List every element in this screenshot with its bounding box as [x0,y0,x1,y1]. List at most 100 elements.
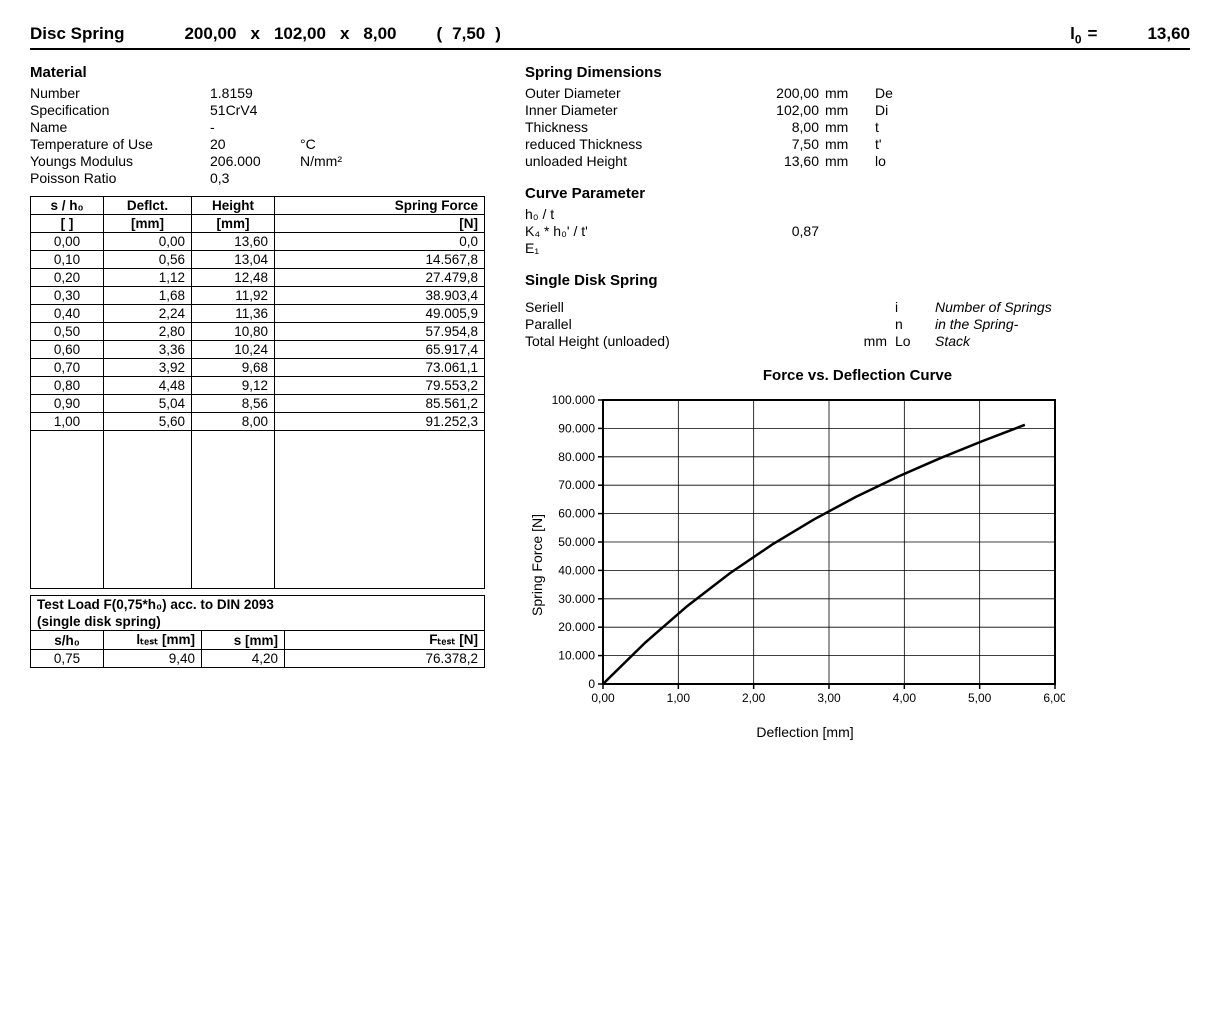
svg-text:4,00: 4,00 [893,691,917,705]
dim-key: Inner Diameter [525,102,715,118]
dim-value: 13,60 [715,153,825,169]
svg-text:100.000: 100.000 [552,393,596,407]
svg-text:50.000: 50.000 [558,535,595,549]
svg-text:5,00: 5,00 [968,691,992,705]
table-row: 0,201,1212,4827.479,8 [31,269,485,287]
table-col-unit: [mm] [192,215,275,233]
test-cell: 76.378,2 [285,650,485,668]
curve-param-value [715,206,825,222]
curve-param-key: K₄ * h₀' / t' [525,223,715,239]
table-col-header: s / h₀ [31,197,104,215]
header-dim3: 8,00 [363,24,396,44]
stack-unit [845,299,895,315]
table-row: 0,905,048,5685.561,2 [31,395,485,413]
material-unit: °C [300,136,370,152]
test-col-header: s [mm] [202,631,285,650]
svg-text:80.000: 80.000 [558,450,595,464]
stack-note: Stack [935,333,1190,349]
table-row: 0,502,8010,8057.954,8 [31,323,485,341]
stack-key: Total Height (unloaded) [525,333,745,349]
table-row: 0,000,0013,600,0 [31,233,485,251]
stack-note: Number of Springs [935,299,1190,315]
stack-symbol: n [895,316,935,332]
header-dim2: 102,00 [274,24,326,44]
svg-text:20.000: 20.000 [558,621,595,635]
header-l0-value: 13,60 [1147,24,1190,44]
dim-unit: mm [825,136,875,152]
table-row: 0,301,6811,9238.903,4 [31,287,485,305]
dim-unit: mm [825,102,875,118]
test-col-header: lₜₑₛₜ [mm] [104,631,202,650]
chart-ylabel: Spring Force [N] [525,514,545,616]
material-heading: Material [30,64,485,81]
material-key: Temperature of Use [30,136,210,152]
material-key: Number [30,85,210,101]
dim-unit: mm [825,153,875,169]
table-col-header: Deflct. [104,197,192,215]
page-title: Disc Spring [30,24,124,44]
dim-symbol: t' [875,136,925,152]
stack-symbol: i [895,299,935,315]
dimensions-heading: Spring Dimensions [525,64,1190,81]
svg-text:2,00: 2,00 [742,691,766,705]
svg-text:90.000: 90.000 [558,422,595,436]
material-key: Specification [30,102,210,118]
table-row: 1,005,608,0091.252,3 [31,413,485,431]
material-key: Poisson Ratio [30,170,210,186]
stack-unit [845,316,895,332]
dim-value: 200,00 [715,85,825,101]
dim-key: reduced Thickness [525,136,715,152]
svg-text:30.000: 30.000 [558,592,595,606]
test-load-table: Test Load F(0,75*h₀) acc. to DIN 2093 (s… [30,595,485,668]
test-cell: 4,20 [202,650,285,668]
dim-symbol: t [875,119,925,135]
header-dim1: 200,00 [184,24,236,44]
material-unit [300,102,370,118]
stack-unit: mm [845,333,895,349]
dim-value: 8,00 [715,119,825,135]
stack-value [745,333,845,349]
svg-text:40.000: 40.000 [558,564,595,578]
table-col-unit: [N] [275,215,485,233]
dim-key: Thickness [525,119,715,135]
test-title: Test Load F(0,75*h₀) acc. to DIN 2093 [31,596,485,614]
svg-text:70.000: 70.000 [558,479,595,493]
material-unit: N/mm² [300,153,370,169]
material-value: 20 [210,136,300,152]
dim-key: Outer Diameter [525,85,715,101]
table-col-header: Spring Force [275,197,485,215]
table-row: 0,100,5613,0414.567,8 [31,251,485,269]
material-unit [300,170,370,186]
dim-value: 102,00 [715,102,825,118]
svg-text:10.000: 10.000 [558,649,595,663]
table-row: 0,603,3610,2465.917,4 [31,341,485,359]
dim-key: unloaded Height [525,153,715,169]
dim-unit: mm [825,119,875,135]
material-value: 1.8159 [210,85,300,101]
test-cell: 0,75 [31,650,104,668]
curve-param-key: E₁ [525,240,715,256]
dim-symbol: De [875,85,925,101]
material-key: Youngs Modulus [30,153,210,169]
stack-value [745,316,845,332]
svg-text:1,00: 1,00 [667,691,691,705]
table-row: 0,402,2411,3649.005,9 [31,305,485,323]
svg-text:0: 0 [588,677,595,691]
svg-text:3,00: 3,00 [817,691,841,705]
test-cell: 9,40 [104,650,202,668]
deflection-table: s / h₀Deflct.HeightSpring Force [ ][mm][… [30,196,485,589]
material-value: 51CrV4 [210,102,300,118]
dim-symbol: Di [875,102,925,118]
force-deflection-chart: Spring Force [N] 0 10.000 20.000 30.000 40.0… [525,390,1190,740]
material-value: 206.000 [210,153,300,169]
stack-key: Parallel [525,316,745,332]
material-unit [300,85,370,101]
stack-value [745,299,845,315]
test-col-header: Fₜₑₛₜ [N] [285,631,485,650]
header-dim4: 7,50 [452,24,485,44]
test-subtitle: (single disk spring) [31,613,485,631]
stack-symbol: Lo [895,333,935,349]
single-spring-heading: Single Disk Spring [525,272,1190,289]
chart-xlabel: Deflection [mm] [545,724,1065,740]
table-row: 0,804,489,1279.553,2 [31,377,485,395]
